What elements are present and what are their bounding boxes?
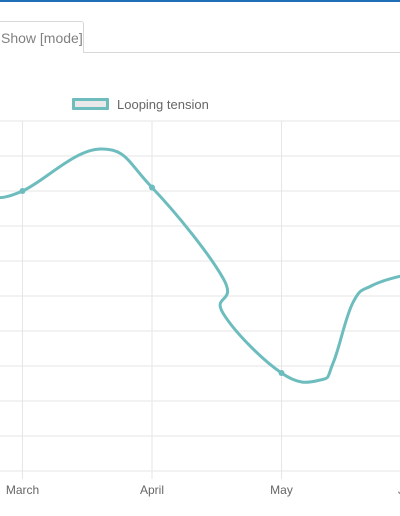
data-point[interactable] [149,185,155,191]
x-axis-ticks: FebruaryMarchAprilMayJune [0,483,400,497]
x-tick-label: April [140,483,164,497]
data-point[interactable] [20,188,26,194]
x-tick-label: May [270,483,293,497]
grid-lines [0,121,400,479]
series-line [0,149,400,382]
x-tick-label: March [6,483,39,497]
data-point[interactable] [279,370,285,376]
